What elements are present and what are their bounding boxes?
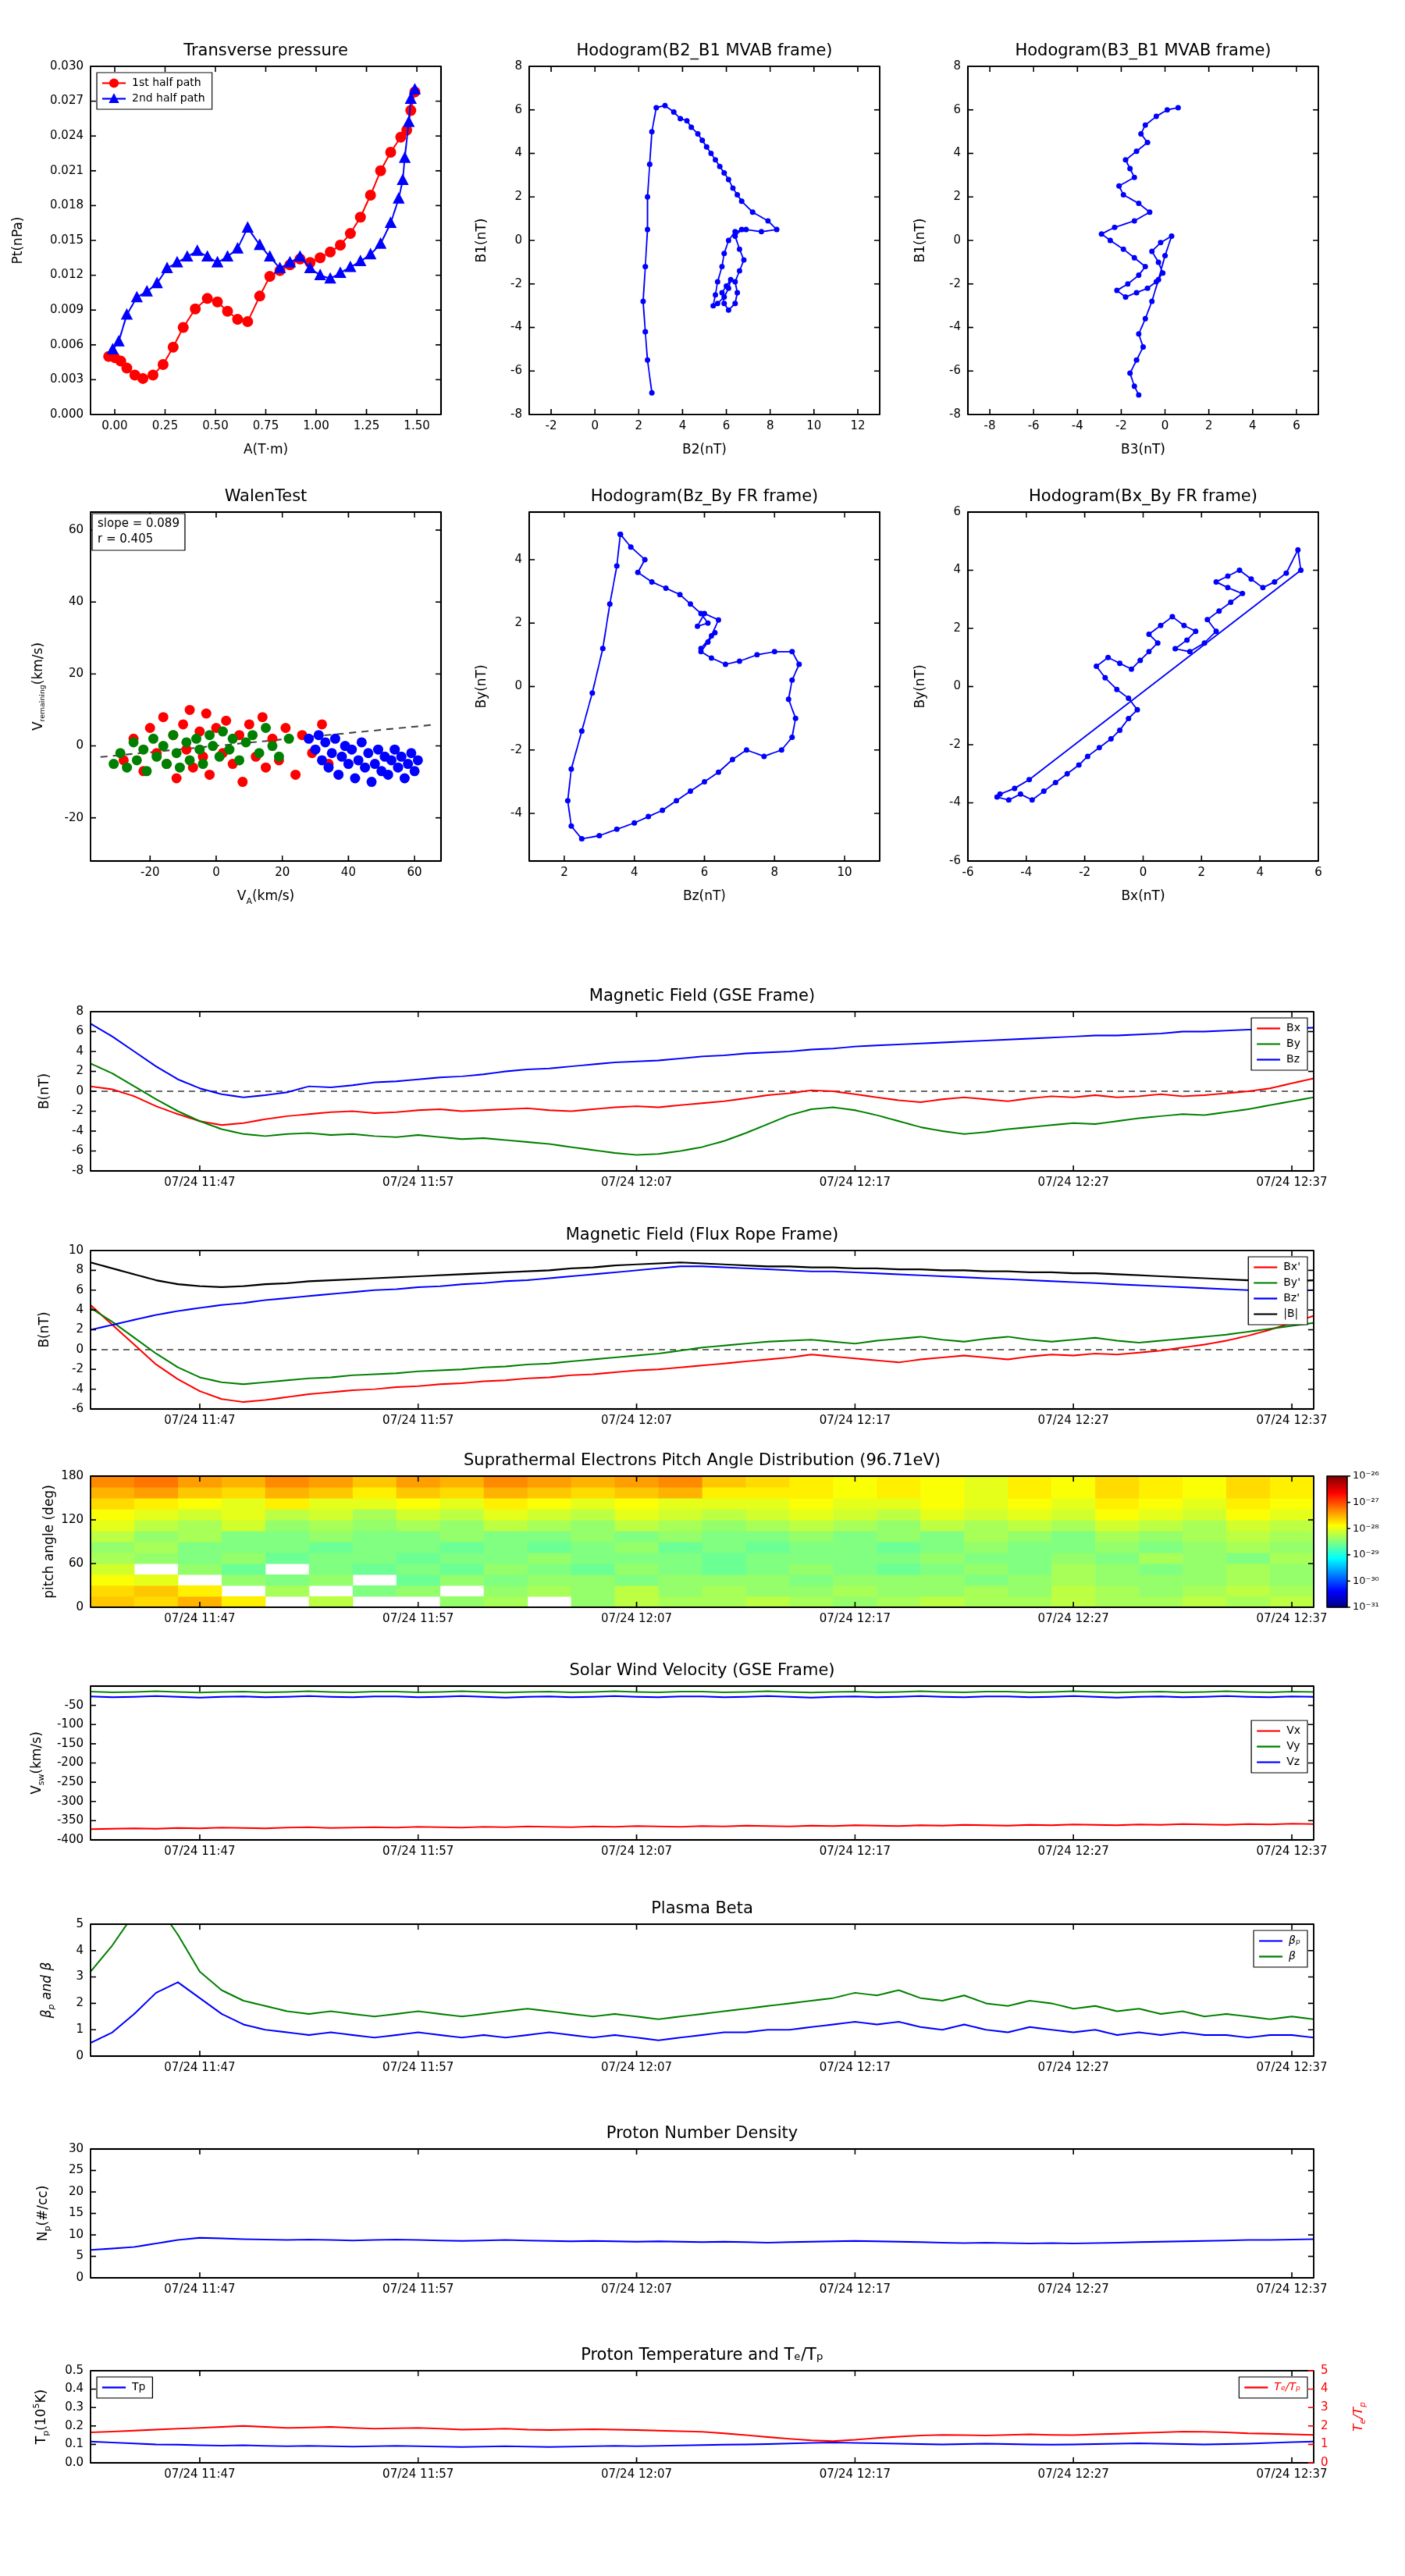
proton-density-panel [91,2149,1314,2278]
magnetic-field-fr-panel [91,1251,1314,1409]
pitch-angle-panel [91,1476,1314,1607]
magnetic-field-gse-panel [91,1012,1314,1171]
plasma-beta-panel [91,1924,1314,2056]
walen-test-panel [91,512,441,861]
hodogram-bzby-panel [529,512,880,861]
hodogram-b3b1-panel [968,66,1318,415]
hodogram-bxby-panel [968,512,1318,861]
solar-wind-velocity-panel [91,1686,1314,1840]
transverse-pressure-panel [91,66,441,415]
proton-temperature-panel [91,2371,1314,2463]
hodogram-b2b1-panel [529,66,880,415]
